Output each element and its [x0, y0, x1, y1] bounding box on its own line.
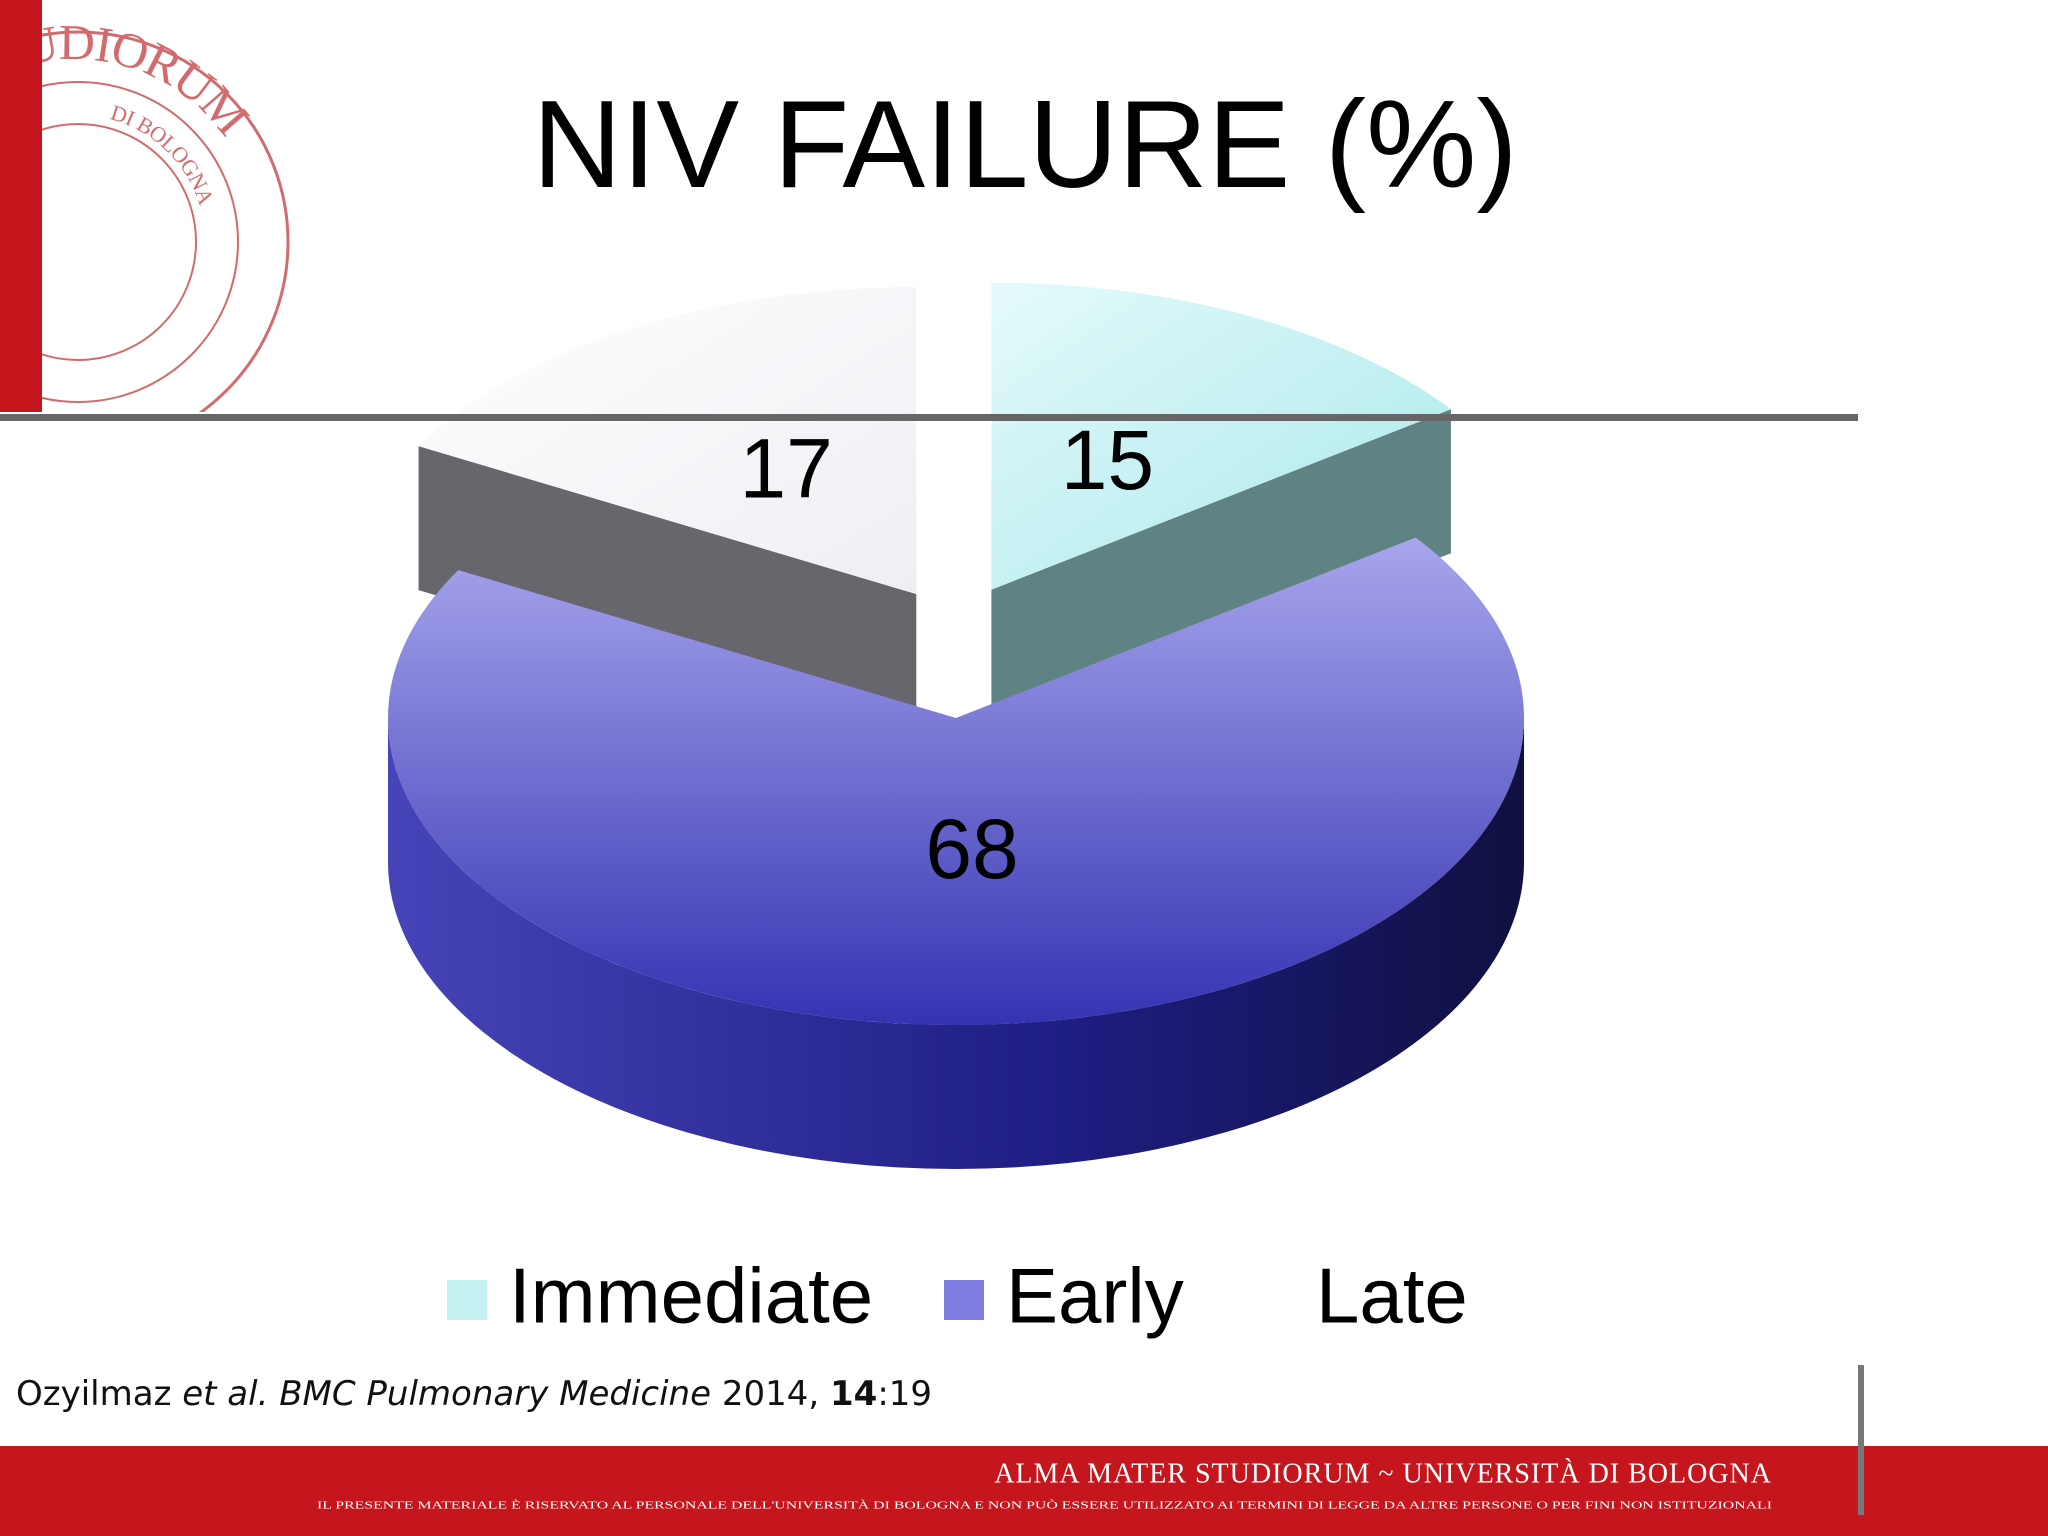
legend-swatch [1254, 1280, 1294, 1320]
year: 2014, [721, 1374, 820, 1414]
data-label: 68 [925, 802, 1018, 896]
footer-title: ALMA MATER STUDIORUM ~ UNIVERSITÀ DI BOL… [994, 1458, 1772, 1489]
legend-swatch [447, 1280, 487, 1320]
volume: 14 [830, 1374, 878, 1414]
divider [0, 414, 1858, 421]
slice-wall [418, 446, 917, 739]
slice [418, 287, 917, 595]
legend-label: Immediate [509, 1252, 873, 1340]
legend-label: Late [1316, 1252, 1468, 1340]
slice [388, 537, 1524, 1025]
journal: BMC Pulmonary Medicine [279, 1374, 712, 1414]
slice-side [388, 718, 1524, 1169]
citation: Ozyilmaz et al. BMC Pulmonary Medicine 2… [16, 1374, 932, 1414]
data-label: 17 [739, 421, 832, 515]
page: :19 [877, 1374, 933, 1414]
footer-rule [1858, 1365, 1864, 1515]
seal: STUDIORUM DI BOLOGNA [42, 14, 290, 412]
slice [991, 282, 1451, 590]
footer-band [0, 1446, 2048, 1536]
legend: Immediate Early Late [447, 1252, 1468, 1340]
et-al: et al. [182, 1374, 269, 1414]
author: Ozyilmaz [16, 1374, 172, 1414]
footer-notice: IL PRESENTE MATERIALE È RISERVATO AL PER… [317, 1500, 1772, 1512]
chart-title: NIV FAILURE (%) [532, 76, 1517, 214]
data-label: 15 [1061, 413, 1154, 507]
pie: 15 68 17 [388, 282, 1524, 1169]
legend-swatch [944, 1280, 984, 1320]
slice-wall [991, 409, 1451, 734]
red-bar [0, 0, 42, 412]
legend-label: Early [1006, 1252, 1184, 1340]
